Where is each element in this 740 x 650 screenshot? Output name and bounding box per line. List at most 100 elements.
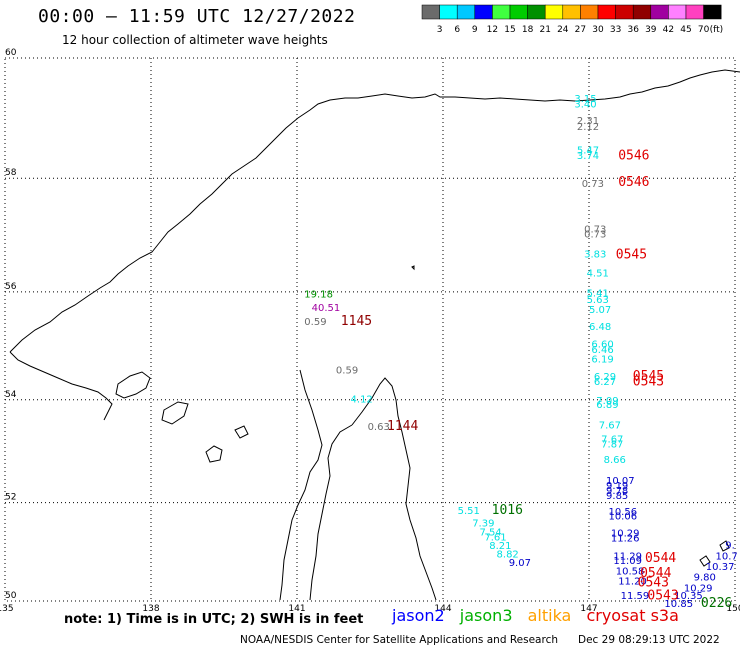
- colorbar-swatch: [632, 4, 652, 20]
- wave-height-label: 3.15: [574, 94, 596, 105]
- colorbar-swatch: [509, 4, 528, 20]
- wave-height-label: 6.27: [594, 377, 616, 388]
- wave-height-label: 8.21: [489, 541, 511, 552]
- wave-height-label: 10.06: [608, 512, 637, 523]
- pass-time-label: 1145: [341, 314, 372, 329]
- colorbar-tick-label: 30: [592, 25, 604, 35]
- wave-height-label: 11.20: [618, 577, 647, 588]
- colorbar-swatch: [474, 4, 493, 20]
- wave-height-label: 10.85: [664, 599, 693, 610]
- colorbar-swatch: [615, 4, 634, 20]
- colorbar-swatch: [597, 4, 616, 20]
- colorbar-swatch: [421, 4, 440, 20]
- wave-height-label: 0.63: [368, 422, 390, 433]
- wave-height-label: 6.46: [591, 345, 613, 356]
- colorbar-tick-label: 39: [645, 25, 657, 35]
- pass-time-label: 0543: [638, 576, 669, 591]
- colorbar-tick-label: 42: [663, 25, 674, 35]
- wave-height-label: 9.19: [606, 481, 628, 492]
- observation-labels: 3.153.402.312.125.473.740.730.730.733.83…: [304, 94, 737, 610]
- wave-height-label: 10.35: [674, 591, 703, 602]
- colorbar-swatch: [456, 4, 476, 20]
- colorbar-swatch: [562, 4, 581, 20]
- lon-tick-label: 138: [142, 604, 159, 614]
- pass-time-label: 0544: [645, 551, 676, 566]
- wave-height-label: 8.82: [497, 549, 519, 560]
- lat-tick-label: 52: [5, 493, 16, 503]
- wave-height-label: 3.40: [574, 100, 596, 111]
- legend-cryosat: cryosat s3a: [586, 606, 679, 625]
- lon-tick-label: 135: [0, 604, 14, 614]
- legend-altika: altika: [527, 606, 572, 625]
- wave-height-label: 9.07: [509, 558, 531, 569]
- wave-height-label: 10.56: [608, 507, 637, 518]
- map-frame: [4, 57, 736, 602]
- credit-line: NOAA/NESDIS Center for Satellite Applica…: [240, 634, 558, 646]
- wave-height-label: 3.74: [577, 151, 599, 162]
- pass-time-label: 0543: [633, 375, 664, 390]
- colorbar-tick-label: 6: [454, 25, 460, 35]
- wave-height-label: 11.59: [621, 591, 650, 602]
- wave-height-label: 7.67: [601, 435, 623, 446]
- wave-height-label: 0.59: [304, 317, 326, 328]
- wave-height-label: 10.7: [716, 552, 738, 563]
- lon-tick-label: 144: [434, 604, 451, 614]
- lat-tick-label: 54: [5, 390, 17, 400]
- wave-height-label: 6.29: [594, 372, 616, 383]
- pass-time-label: 0546: [618, 148, 649, 163]
- wave-height-label: 7.61: [484, 533, 506, 544]
- colorbar-swatch: [492, 4, 511, 20]
- wave-height-label: 2.12: [577, 122, 599, 133]
- generated-timestamp: Dec 29 08:29:13 UTC 2022: [578, 634, 720, 646]
- colorbar-tick-label: 21: [539, 25, 550, 35]
- pass-time-label: 0543: [647, 589, 678, 604]
- wave-height-label: 4.12: [351, 394, 373, 405]
- wave-height-label: 7.39: [472, 519, 494, 530]
- lat-tick-label: 60: [5, 48, 17, 58]
- pass-time-label: 0544: [640, 566, 671, 581]
- wave-height-label: 0.73: [584, 224, 606, 235]
- wave-height-label: 5.07: [589, 305, 611, 316]
- wave-height-label: 3.83: [584, 249, 606, 260]
- lat-tick-label: 50: [5, 591, 17, 601]
- colorbar-swatch: [685, 4, 704, 20]
- pass-time-label: 0545: [616, 247, 647, 262]
- pass-time-label: 0226: [701, 596, 732, 611]
- legend-jason3: jason3: [459, 606, 513, 625]
- wave-height-label: 10.37: [706, 562, 735, 573]
- wave-height-label: 19.18: [304, 289, 333, 300]
- wave-height-label: 40.51: [312, 303, 341, 314]
- pass-time-label: 0546: [618, 175, 649, 190]
- wave-height-label: 9.85: [606, 491, 628, 502]
- wave-height-label: 0.59: [336, 365, 358, 376]
- colorbar-swatch: [668, 4, 687, 20]
- lat-tick-label: 56: [5, 282, 17, 292]
- footer-note: note: 1) Time is in UTC; 2) SWH is in fe…: [64, 612, 364, 627]
- pass-time-label: 1016: [492, 503, 523, 518]
- wave-height-label: 9.78: [606, 486, 628, 497]
- pass-time-label: 1144: [387, 419, 418, 434]
- colorbar-swatch: [527, 4, 546, 20]
- wave-height-label: 11.09: [613, 556, 642, 567]
- wave-height-label: 9.: [725, 540, 735, 551]
- coastline: [9, 69, 740, 601]
- colorbar-swatch: [580, 4, 599, 20]
- lon-tick-label: 141: [288, 604, 305, 614]
- wave-height-label: 11.29: [613, 552, 642, 563]
- wave-height-label: 11.26: [611, 534, 640, 545]
- lat-tick-label: 58: [5, 168, 17, 178]
- colorbar-tick-label: 33: [610, 25, 621, 35]
- wave-height-label: 0.73: [582, 179, 604, 190]
- page-title: 00:00 – 11:59 UTC 12/27/2022: [38, 6, 356, 27]
- colorbar-tick-label: 12: [487, 25, 498, 35]
- colorbar-swatch: [544, 4, 564, 20]
- wave-height-label: 7.67: [599, 421, 621, 432]
- colorbar-tick-label: 15: [504, 25, 515, 35]
- wave-height-label: 5.41: [587, 288, 609, 299]
- colorbar-tick-label: 3: [437, 25, 443, 35]
- wave-height-label: 7.54: [480, 528, 502, 539]
- colorbar-tick-label: 24: [557, 25, 569, 35]
- wave-height-label: 10.29: [684, 583, 713, 594]
- wave-height-label: 5.51: [458, 506, 480, 517]
